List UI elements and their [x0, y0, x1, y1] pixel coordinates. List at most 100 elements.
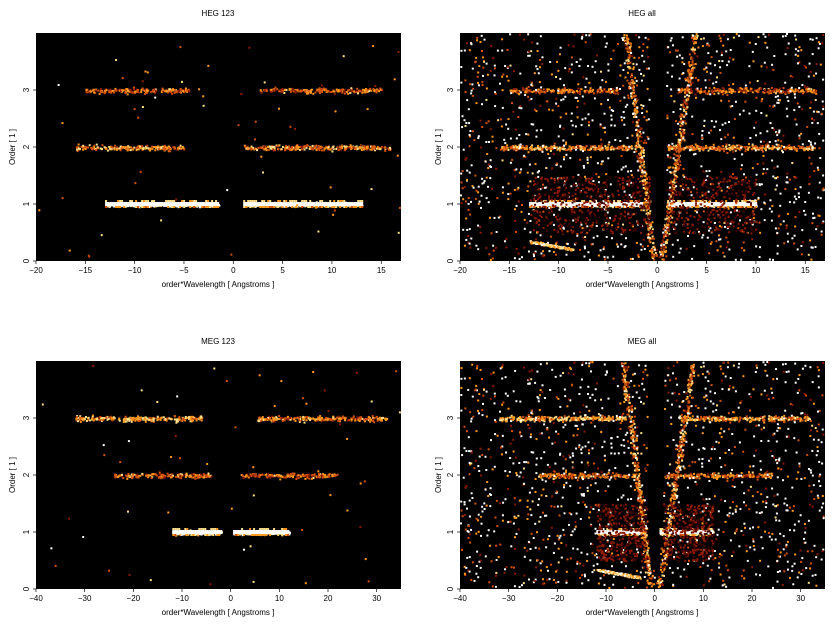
heatmap-cell	[181, 80, 183, 83]
heatmap-cell	[85, 89, 88, 91]
heatmap-cell	[115, 202, 118, 204]
heatmap-cell	[361, 206, 364, 208]
heatmap-cell	[245, 206, 248, 208]
heatmap-cell	[171, 202, 174, 204]
heatmap-cell	[697, 206, 700, 208]
heatmap-cell	[689, 202, 692, 204]
heatmap-cell	[157, 148, 160, 151]
heatmap-cell	[290, 88, 293, 91]
heatmap-cell	[301, 206, 304, 208]
heatmap-cell	[528, 89, 530, 92]
heatmap-cell	[109, 89, 112, 92]
heatmap-cell	[739, 202, 742, 204]
heatmap-cell	[635, 146, 638, 149]
heatmap-cell	[251, 200, 254, 202]
heatmap-cell	[123, 206, 126, 208]
heatmap-cell	[716, 148, 719, 151]
heatmap-cell	[561, 206, 564, 208]
heatmap-cell	[550, 91, 553, 94]
heatmap-cell	[705, 144, 707, 147]
heatmap-cell	[693, 146, 695, 149]
heatmap-cell	[169, 204, 172, 206]
heatmap-cell	[634, 145, 637, 148]
heatmap-cell	[617, 92, 620, 94]
heatmap-cell	[273, 145, 276, 148]
heatmap-cell	[288, 145, 291, 148]
heatmap-cell	[112, 89, 115, 92]
heatmap-cell	[353, 90, 356, 93]
heatmap-cell	[307, 89, 310, 92]
heatmap-cell	[151, 202, 154, 204]
heatmap-cell	[739, 206, 742, 208]
heatmap-cell	[305, 146, 308, 149]
heatmap-cell	[690, 74, 693, 77]
heatmap-cell	[167, 206, 170, 208]
heatmap-cell	[125, 202, 128, 204]
heatmap-cell	[348, 205, 351, 208]
heatmap-cell	[669, 206, 672, 208]
heatmap-cell	[526, 90, 529, 93]
heatmap-cell	[670, 209, 673, 212]
heatmap-cell	[334, 110, 337, 113]
heatmap-cell	[687, 146, 690, 149]
heatmap-cell	[213, 202, 216, 204]
heatmap-cell	[546, 90, 549, 93]
heatmap-cell	[592, 88, 595, 91]
heatmap-cell	[615, 206, 618, 208]
heatmap-cell	[273, 204, 276, 206]
heatmap-cell	[281, 202, 284, 204]
heatmap-cell	[165, 146, 167, 149]
heatmap-cell	[788, 148, 791, 151]
heatmap-cell	[303, 89, 306, 91]
heatmap-cell	[277, 148, 280, 151]
heatmap-cell	[80, 145, 83, 148]
heatmap-cell	[157, 202, 160, 204]
heatmap-cell	[160, 90, 163, 93]
heatmap-cell	[677, 204, 680, 206]
heatmap-cell	[344, 147, 347, 150]
heatmap-cell	[149, 202, 152, 204]
heatmap-cell	[289, 200, 292, 202]
heatmap-cell	[143, 204, 146, 206]
heatmap-cell	[157, 145, 160, 148]
heatmap-cell	[141, 200, 144, 202]
heatmap-cell	[248, 46, 251, 49]
heatmap-cell	[578, 91, 581, 94]
heatmap-cell	[732, 90, 735, 93]
heatmap-cell	[524, 148, 527, 150]
heatmap-cell	[317, 147, 319, 150]
heatmap-cell	[679, 132, 682, 135]
heatmap-cell	[167, 202, 170, 204]
heatmap-cell	[558, 146, 561, 149]
heatmap-cell	[137, 89, 140, 92]
heatmap-cell	[577, 204, 580, 206]
heatmap-cell	[581, 200, 584, 202]
heatmap-cell	[549, 200, 552, 202]
heatmap-cell	[741, 204, 744, 206]
heatmap-cell	[642, 183, 645, 186]
heatmap-cell	[605, 90, 608, 93]
heatmap-cell	[125, 88, 128, 91]
heatmap-cell	[578, 145, 581, 147]
heatmap-cell	[307, 202, 310, 204]
heatmap-cell	[267, 145, 270, 148]
heatmap-cell	[145, 147, 148, 150]
heatmap-cell	[729, 146, 732, 149]
heatmap-cell	[297, 90, 300, 93]
heatmap-cell	[718, 149, 721, 152]
heatmap-cell	[173, 91, 176, 94]
heatmap-cell	[565, 149, 568, 152]
heatmap-cell	[140, 91, 143, 94]
heatmap-cell	[531, 144, 534, 147]
heatmap-cell	[563, 206, 566, 208]
heatmap-cell	[261, 204, 264, 206]
heatmap-cell	[285, 148, 288, 151]
heatmap-cell	[292, 90, 295, 93]
heatmap-cell	[691, 200, 694, 202]
heatmap-cell	[733, 202, 736, 204]
heatmap-cell	[155, 204, 158, 206]
heatmap-cell	[536, 146, 539, 149]
heatmap-cell	[584, 146, 587, 149]
heatmap-cell	[621, 147, 624, 149]
heatmap-cell	[537, 204, 540, 206]
